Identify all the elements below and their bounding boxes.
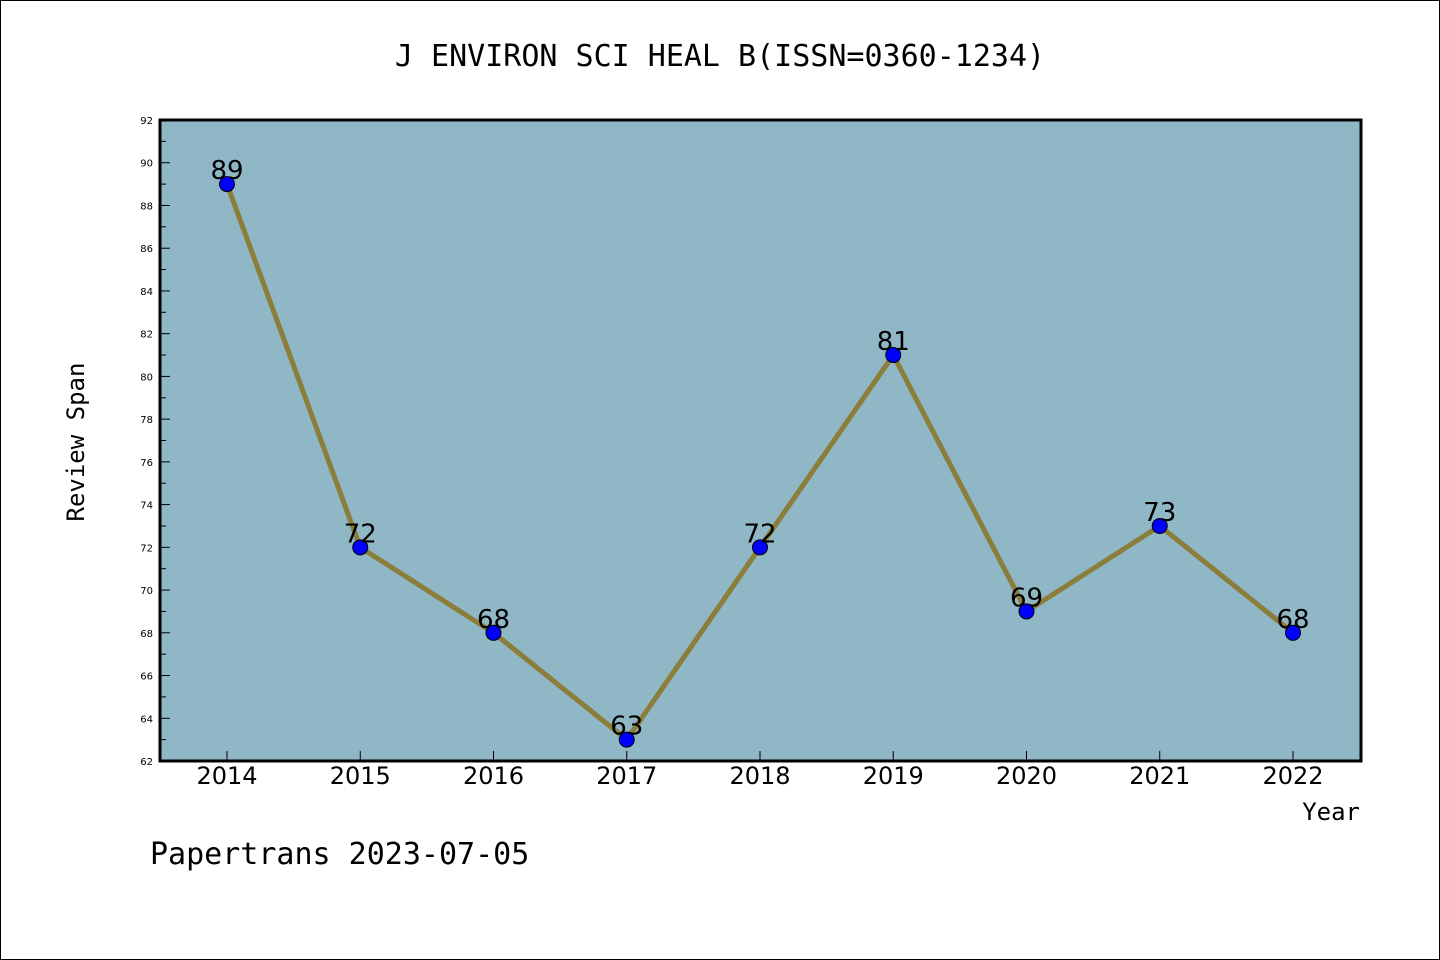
chart-title: J ENVIRON SCI HEAL B(ISSN=0360-1234) xyxy=(395,39,1045,74)
x-axis: 2014 2015 2016 2017 2018 2019 2020 2021 2022 xyxy=(196,751,1324,790)
x-tick-label: 2021 xyxy=(1129,762,1190,790)
plot-area xyxy=(158,118,1363,763)
y-tick-label: 88 xyxy=(140,201,153,212)
y-tick-label: 66 xyxy=(140,672,153,683)
data-label: 81 xyxy=(877,327,910,357)
data-label: 68 xyxy=(1276,605,1309,635)
y-tick-label: 68 xyxy=(140,629,153,640)
y-tick-label: 90 xyxy=(140,159,153,170)
data-point xyxy=(885,347,902,364)
x-tick-label: 2016 xyxy=(463,762,524,790)
footer-text: Papertrans 2023-07-05 xyxy=(150,837,529,872)
y-tick-label: 76 xyxy=(140,458,153,469)
x-axis-label: Year xyxy=(1302,798,1360,826)
y-axis-label: Review Span xyxy=(62,363,90,522)
data-label: 68 xyxy=(477,605,510,635)
y-tick-label: 80 xyxy=(140,372,153,383)
data-point xyxy=(219,176,235,193)
data-labels: 89 72 68 63 72 81 69 73 68 xyxy=(210,156,1309,742)
x-tick-label: 2014 xyxy=(196,762,257,790)
x-tick-label: 2017 xyxy=(596,762,657,790)
y-tick-label: 84 xyxy=(140,287,153,298)
y-tick-label: 64 xyxy=(140,714,153,725)
data-point xyxy=(1018,603,1035,620)
x-tick-label: 2015 xyxy=(330,762,391,790)
x-tick-label: 2020 xyxy=(996,762,1057,790)
data-point xyxy=(352,539,369,556)
y-tick-label: 86 xyxy=(140,244,153,255)
data-point xyxy=(752,539,768,556)
y-tick-label: 78 xyxy=(140,415,153,426)
x-tick-label: 2018 xyxy=(729,762,790,790)
y-tick-label: 92 xyxy=(140,116,153,127)
data-point xyxy=(1285,624,1301,641)
data-point xyxy=(485,624,502,641)
data-label: 73 xyxy=(1143,498,1176,528)
data-label: 89 xyxy=(210,156,243,186)
y-tick-label: 70 xyxy=(140,586,153,597)
data-label: 72 xyxy=(743,519,776,549)
x-tick-label: 2019 xyxy=(863,762,924,790)
y-tick-label: 62 xyxy=(140,757,153,768)
data-label: 63 xyxy=(610,712,643,742)
y-tick-label: 82 xyxy=(140,330,153,341)
y-tick-label: 72 xyxy=(140,543,153,554)
y-tick-label: 74 xyxy=(140,501,153,512)
data-point xyxy=(1151,517,1168,534)
x-tick-label: 2022 xyxy=(1262,762,1323,790)
data-label: 69 xyxy=(1010,583,1043,613)
data-point xyxy=(618,731,635,748)
data-label: 72 xyxy=(344,519,377,549)
y-axis: 62 64 66 68 70 72 74 76 78 80 82 84 86 88 90 92 xyxy=(140,116,170,768)
data-points xyxy=(219,176,1301,748)
